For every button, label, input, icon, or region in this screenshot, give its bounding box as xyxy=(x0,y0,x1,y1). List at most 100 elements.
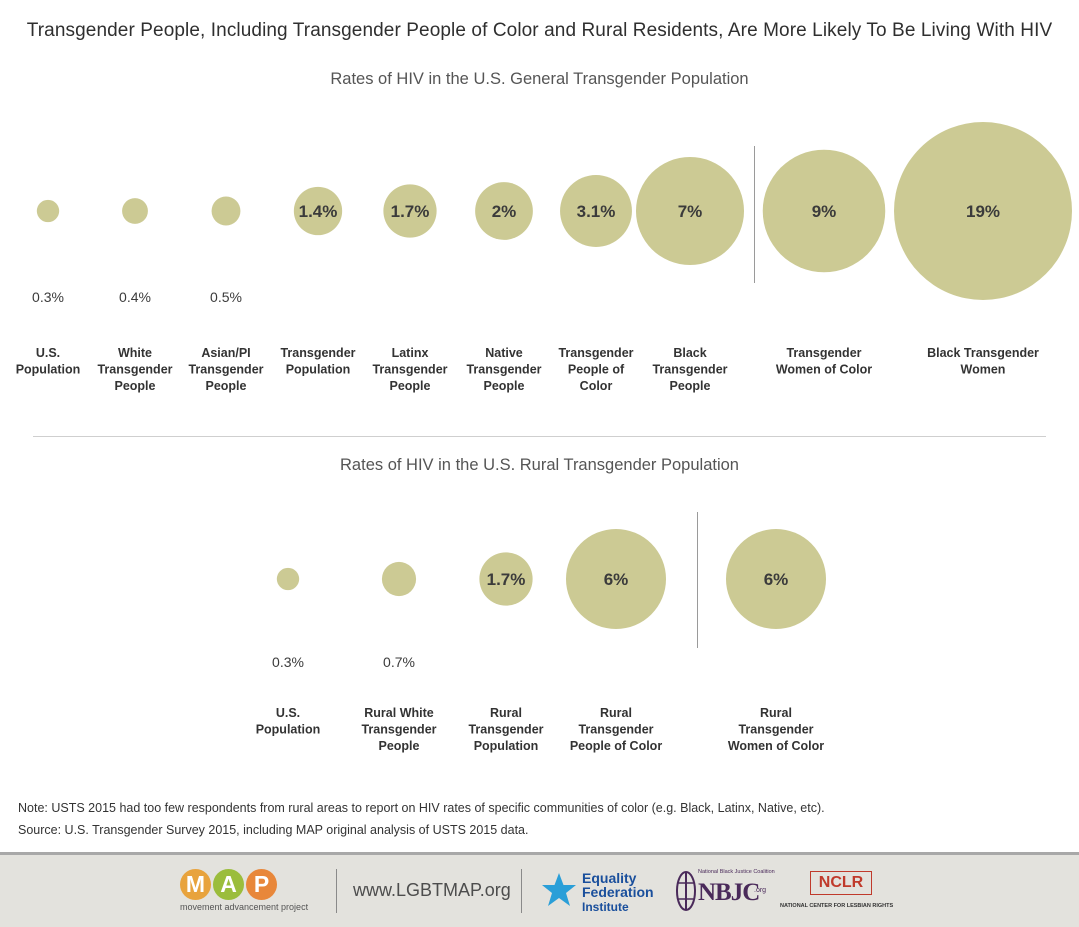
bubble-value-label: 2% xyxy=(492,202,517,221)
bubble xyxy=(122,198,148,224)
bubble-value-label: 6% xyxy=(764,570,789,589)
category-label: Transgender xyxy=(652,363,727,377)
category-label: People xyxy=(670,379,711,393)
value-label: 0.7% xyxy=(383,654,415,670)
footer-separator xyxy=(521,869,522,913)
category-label: Population xyxy=(474,739,539,753)
category-label: Black Transgender xyxy=(927,346,1039,360)
efi-line-3: Institute xyxy=(582,900,629,914)
bubble-value-label: 6% xyxy=(604,570,629,589)
nbjc-org: .org xyxy=(754,887,767,894)
category-label: Population xyxy=(286,363,351,377)
nclr-acronym: NCLR xyxy=(810,871,872,895)
bubble xyxy=(635,156,745,266)
bubble-value-label: 19% xyxy=(966,202,1000,221)
category-label: Women xyxy=(961,363,1006,377)
rural-chart-title: Rates of HIV in the U.S. Rural Transgend… xyxy=(340,456,739,474)
category-label: People xyxy=(390,379,431,393)
category-label: U.S. xyxy=(276,706,300,720)
category-label: Rural xyxy=(760,706,792,720)
map-letter-p: P xyxy=(246,869,277,900)
efi-line-1: Equality xyxy=(582,870,637,886)
value-label: 0.3% xyxy=(272,654,304,670)
rural-chart-divider xyxy=(697,512,698,648)
category-label: Transgender xyxy=(578,723,653,737)
footer: M A P movement advancement project www.L… xyxy=(0,852,1079,927)
bubble-value-label: 1.7% xyxy=(487,570,526,589)
category-label: Transgender xyxy=(280,346,355,360)
category-label: People of Color xyxy=(570,739,663,753)
bubble xyxy=(383,184,437,238)
category-label: Women of Color xyxy=(776,363,872,377)
category-label: Population xyxy=(256,723,321,737)
bubble-value-label: 9% xyxy=(812,202,837,221)
category-label: People of xyxy=(568,363,625,377)
map-letter-m: M xyxy=(180,869,211,900)
footer-separator xyxy=(336,869,337,913)
star-icon xyxy=(542,873,576,906)
nclr-full-name: NATIONAL CENTER FOR LESBIAN RIGHTS xyxy=(780,903,894,909)
bubble xyxy=(276,567,300,591)
map-tagline: movement advancement project xyxy=(180,902,309,912)
category-label: Population xyxy=(16,363,81,377)
bubble-value-label: 1.4% xyxy=(299,202,338,221)
bubble xyxy=(560,175,632,247)
bubble xyxy=(293,186,343,236)
rural-bubble-chart: 0.3% U.S. Population 0.7% Rural White Transge… xyxy=(256,528,827,753)
bubble xyxy=(565,528,667,630)
category-label: Transgender xyxy=(558,346,633,360)
bubble xyxy=(894,122,1072,300)
category-label: Latinx xyxy=(392,346,429,360)
category-label: Transgender xyxy=(97,363,172,377)
bubble xyxy=(381,561,417,597)
category-label: People xyxy=(115,379,156,393)
bubble xyxy=(725,528,827,630)
section-divider xyxy=(33,436,1046,437)
bubble xyxy=(479,552,533,606)
nbjc-emblem-icon xyxy=(676,871,696,911)
nclr-logo[interactable]: NCLR NATIONAL CENTER FOR LESBIAN RIGHTS xyxy=(780,869,910,915)
category-label: U.S. xyxy=(36,346,60,360)
general-chart-title: Rates of HIV in the U.S. General Transge… xyxy=(330,70,749,88)
category-label: Transgender xyxy=(468,723,543,737)
category-label: People xyxy=(206,379,247,393)
category-label: Transgender xyxy=(188,363,263,377)
bubble-value-label: 1.7% xyxy=(391,202,430,221)
category-label: Transgender xyxy=(361,723,436,737)
category-label: Rural xyxy=(490,706,522,720)
map-letter-a: A xyxy=(213,869,244,900)
category-label: Women of Color xyxy=(728,739,824,753)
note-text: Note: USTS 2015 had too few respondents … xyxy=(18,801,825,815)
category-label: Transgender xyxy=(738,723,813,737)
source-text: Source: U.S. Transgender Survey 2015, in… xyxy=(18,823,529,837)
bubble xyxy=(211,196,241,226)
category-label: Black xyxy=(673,346,706,360)
efi-logo[interactable]: Equality Federation Institute xyxy=(540,869,670,915)
bubble xyxy=(762,149,886,273)
category-label: Rural White xyxy=(364,706,433,720)
category-label: Color xyxy=(580,379,613,393)
value-label: 0.5% xyxy=(210,289,242,305)
general-chart-divider xyxy=(754,146,755,283)
category-label: Native xyxy=(485,346,523,360)
nbjc-full-name: National Black Justice Coalition xyxy=(698,869,775,875)
efi-line-2: Federation xyxy=(582,884,654,900)
value-label: 0.3% xyxy=(32,289,64,305)
bubble xyxy=(36,199,60,223)
bubble xyxy=(475,182,533,240)
nbjc-logo[interactable]: National Black Justice Coalition NBJC .o… xyxy=(672,867,775,915)
category-label: Transgender xyxy=(786,346,861,360)
category-label: People xyxy=(484,379,525,393)
value-label: 0.4% xyxy=(119,289,151,305)
category-label: White xyxy=(118,346,152,360)
category-label: Rural xyxy=(600,706,632,720)
nbjc-acronym: NBJC xyxy=(698,879,760,906)
efi-name: Equality Federation xyxy=(582,871,654,899)
main-title: Transgender People, Including Transgende… xyxy=(26,20,1053,41)
general-bubble-chart: 0.3% U.S. Population 0.4% White Transgender Pe… xyxy=(16,122,1072,393)
website-link[interactable]: www.LGBTMAP.org xyxy=(353,880,511,900)
category-label: Transgender xyxy=(466,363,541,377)
bubble-value-label: 7% xyxy=(678,202,703,221)
category-label: Transgender xyxy=(372,363,447,377)
map-logo[interactable]: M A P movement advancement project xyxy=(180,869,320,912)
